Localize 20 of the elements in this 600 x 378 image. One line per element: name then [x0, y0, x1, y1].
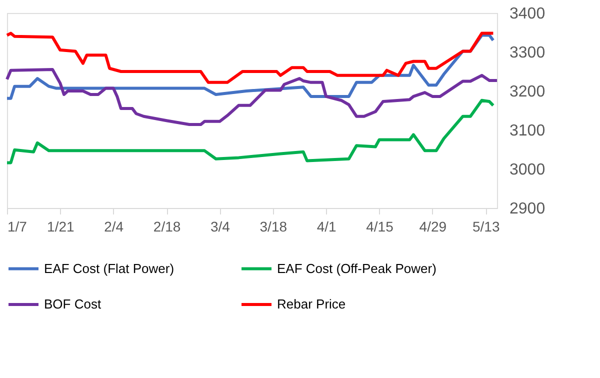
- x-tick-label: 2/4: [104, 218, 124, 234]
- y-tick-label: 3400: [510, 6, 546, 22]
- legend-label: EAF Cost (Flat Power): [44, 260, 174, 276]
- legend-label: BOF Cost: [44, 296, 102, 312]
- x-tick-label: 1/21: [47, 218, 75, 234]
- x-tick-label: 5/13: [472, 218, 500, 234]
- y-tick-label: 3300: [510, 44, 546, 62]
- y-tick-label: 2900: [510, 200, 546, 218]
- x-tick-label: 4/1: [316, 218, 337, 234]
- y-tick-label: 3000: [510, 162, 546, 178]
- x-tick-label: 4/29: [419, 218, 447, 234]
- x-tick-label: 4/15: [366, 218, 394, 234]
- x-tick-label: 1/7: [8, 218, 28, 234]
- x-tick-label: 3/18: [260, 218, 288, 234]
- y-tick-label: 3100: [510, 122, 546, 140]
- x-tick-label: 2/18: [153, 218, 181, 234]
- y-tick-label: 3200: [510, 84, 546, 100]
- legend-label: Rebar Price: [277, 296, 346, 312]
- legend-label: EAF Cost (Off-Peak Power): [277, 260, 436, 276]
- x-tick-label: 3/4: [210, 218, 230, 234]
